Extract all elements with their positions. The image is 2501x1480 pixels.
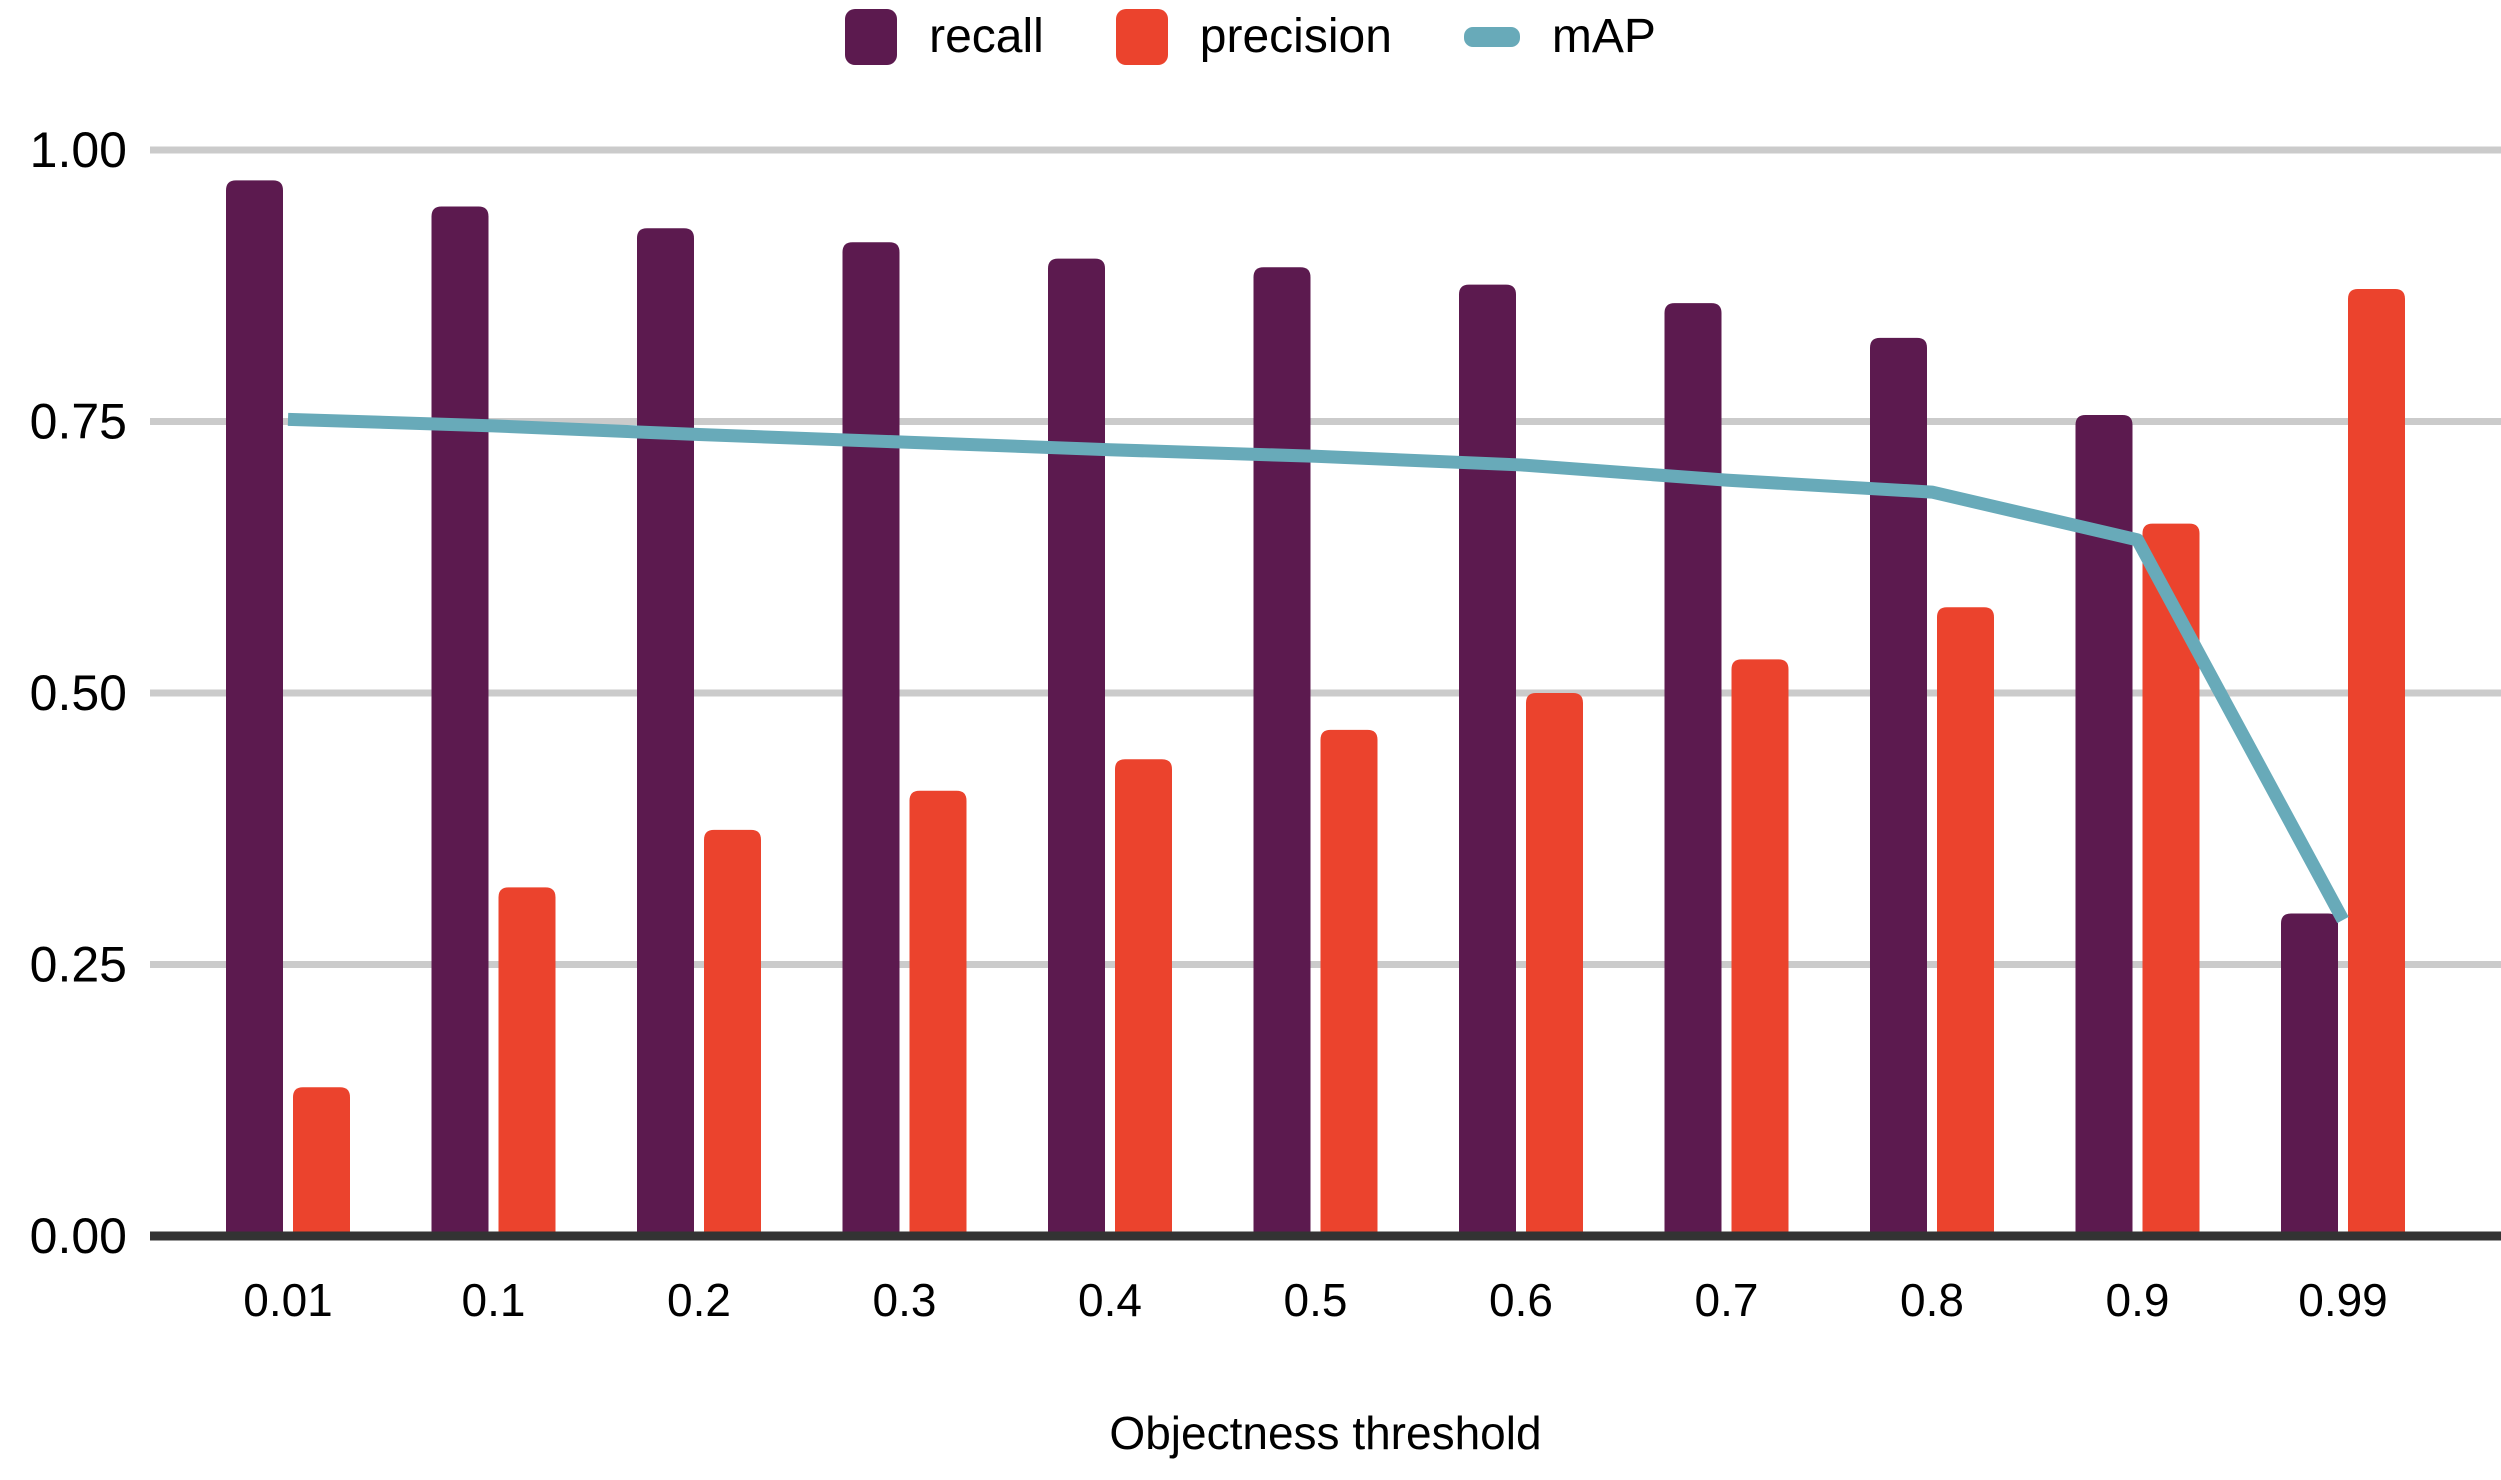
precision-bar — [2142, 523, 2200, 1236]
x-tick-label: 0.5 — [1284, 1274, 1348, 1326]
precision-bar — [1320, 729, 1378, 1236]
legend-label-map: mAP — [1551, 10, 1656, 63]
precision-bar — [1526, 693, 1583, 1236]
x-tick-label: 0.7 — [1695, 1274, 1759, 1326]
y-tick-label: 0.75 — [30, 394, 127, 450]
y-tick-label: 0.25 — [30, 937, 127, 993]
y-tick-label: 0.00 — [30, 1208, 127, 1264]
precision-bar — [293, 1087, 350, 1236]
legend-item-map: mAP — [1463, 10, 1656, 63]
legend-item-recall: recall — [845, 9, 1044, 65]
precision-bar — [909, 790, 967, 1236]
x-tick-label: 0.4 — [1078, 1274, 1142, 1326]
recall-bar — [431, 206, 489, 1236]
recall-bar — [2075, 414, 2133, 1236]
recall-bar — [842, 242, 900, 1236]
legend-label-precision: precision — [1199, 10, 1392, 63]
x-tick-label: 0.3 — [873, 1274, 937, 1326]
map-line — [287, 412, 2349, 924]
x-axis-title: Objectness threshold — [1109, 1407, 1542, 1459]
x-tick-label: 0.6 — [1489, 1274, 1553, 1326]
precision-bar — [2348, 289, 2405, 1236]
recall-bar — [1870, 337, 1927, 1236]
recall-bar — [1459, 284, 1516, 1236]
precision-swatch-icon — [1115, 9, 1168, 65]
legend-label-recall: recall — [929, 10, 1044, 63]
precision-bar — [498, 887, 556, 1236]
precision-bar — [1115, 759, 1172, 1236]
map-line-swatch-icon — [1463, 27, 1520, 47]
recall-swatch-icon — [845, 9, 898, 65]
y-tick-label: 0.50 — [30, 665, 127, 721]
recall-bar — [2281, 913, 2338, 1236]
precision-bar — [1731, 659, 1789, 1236]
recall-bar — [637, 228, 694, 1236]
chart-legend: recall precision mAP — [0, 4, 2501, 70]
x-tick-label: 0.99 — [2298, 1274, 2388, 1326]
x-tick-label: 0.2 — [667, 1274, 731, 1326]
x-tick-label: 0.1 — [462, 1274, 526, 1326]
x-tick-label: 0.9 — [2106, 1274, 2170, 1326]
recall-bar — [1253, 267, 1311, 1237]
recall-bar — [1664, 303, 1722, 1237]
precision-bar — [704, 829, 761, 1236]
recall-bar — [1048, 258, 1105, 1237]
x-tick-label: 0.8 — [1900, 1274, 1964, 1326]
legend-item-precision: precision — [1115, 9, 1392, 65]
y-tick-label: 1.00 — [30, 122, 127, 178]
recall-bar — [226, 180, 283, 1237]
x-tick-label: 0.01 — [243, 1274, 333, 1326]
precision-bar — [1937, 607, 1994, 1236]
